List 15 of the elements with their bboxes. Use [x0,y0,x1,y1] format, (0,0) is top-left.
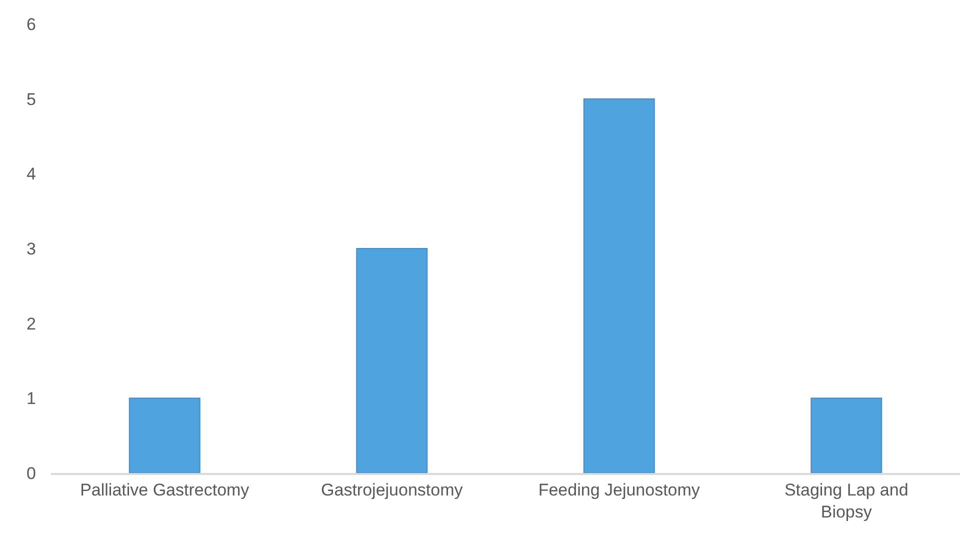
x-tick-label: Feeding Jejunostomy [538,480,700,500]
bar [583,98,655,473]
y-tick-label: 3 [26,239,36,258]
y-tick-label: 6 [26,14,36,34]
x-tick-label: Palliative Gastrectomy [80,480,250,500]
x-tick-label: Gastrojejuonstomy [321,480,464,500]
bar [128,398,200,473]
bar [356,248,428,473]
x-tick-label: Staging Lap and Biopsy [784,480,908,522]
y-tick-label: 5 [26,90,36,109]
y-tick-label: 1 [26,389,36,408]
bar [810,398,882,473]
y-tick-label: 4 [26,164,36,184]
y-tick-label: 0 [26,464,36,483]
y-tick-label: 2 [26,314,36,334]
